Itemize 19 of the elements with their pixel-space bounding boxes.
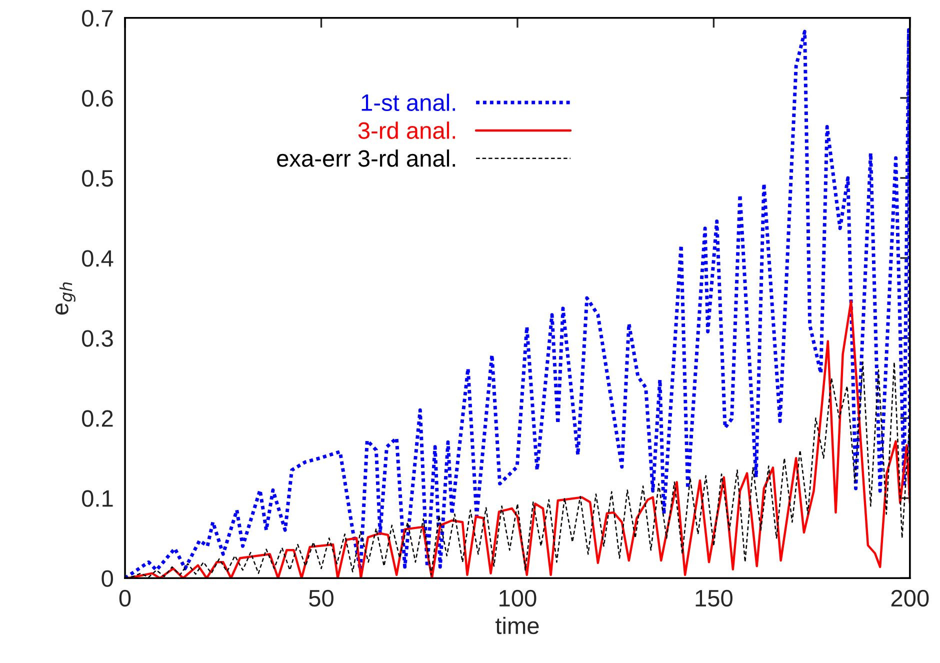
- legend-label: exa-err 3-rd anal.: [277, 150, 456, 167]
- y-tick-label: 0.7: [82, 10, 113, 27]
- y-tick-label: 0.3: [82, 330, 113, 347]
- x-axis-title: time: [496, 616, 539, 634]
- line-series: [127, 300, 910, 578]
- y-tick-label: 0.2: [82, 410, 113, 427]
- y-axis-title: e$_{gh}$: [55, 282, 76, 315]
- x-tick-label: 100: [500, 590, 536, 607]
- legend-label: 3-rd anal.: [358, 122, 456, 139]
- legend-label: 1-st anal.: [362, 94, 456, 112]
- y-tick-label: 0.6: [82, 90, 113, 107]
- x-tick-label: 200: [891, 590, 929, 607]
- y-tick-label: 0.1: [82, 490, 113, 507]
- y-tick-label: 0: [102, 570, 113, 587]
- x-tick-label: 0: [119, 590, 131, 607]
- x-tick-label: 150: [696, 590, 732, 607]
- x-tick-label: 50: [309, 590, 334, 607]
- y-tick-label: 0.4: [82, 250, 114, 267]
- y-tick-label: 0.5: [82, 170, 113, 187]
